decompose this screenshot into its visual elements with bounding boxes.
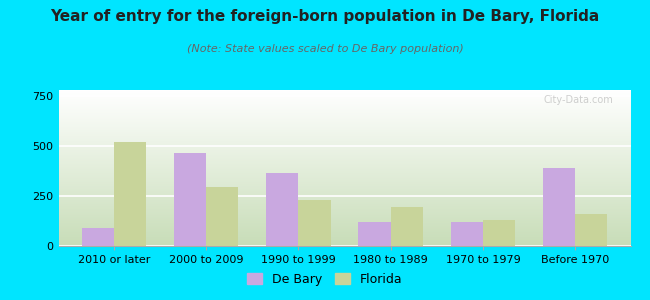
Bar: [358, 222, 391, 246]
Text: City-Data.com: City-Data.com: [543, 95, 614, 105]
Bar: [391, 207, 423, 246]
Bar: [575, 214, 608, 246]
Bar: [543, 168, 575, 246]
Text: (Note: State values scaled to De Bary population): (Note: State values scaled to De Bary po…: [187, 44, 463, 53]
Bar: [81, 228, 114, 246]
Legend: De Bary, Florida: De Bary, Florida: [242, 268, 408, 291]
Bar: [450, 222, 483, 246]
Text: Year of entry for the foreign-born population in De Bary, Florida: Year of entry for the foreign-born popul…: [51, 9, 599, 24]
Bar: [114, 142, 146, 246]
Bar: [206, 187, 239, 246]
Bar: [266, 173, 298, 246]
Bar: [174, 153, 206, 246]
Bar: [298, 200, 331, 246]
Bar: [483, 220, 515, 246]
